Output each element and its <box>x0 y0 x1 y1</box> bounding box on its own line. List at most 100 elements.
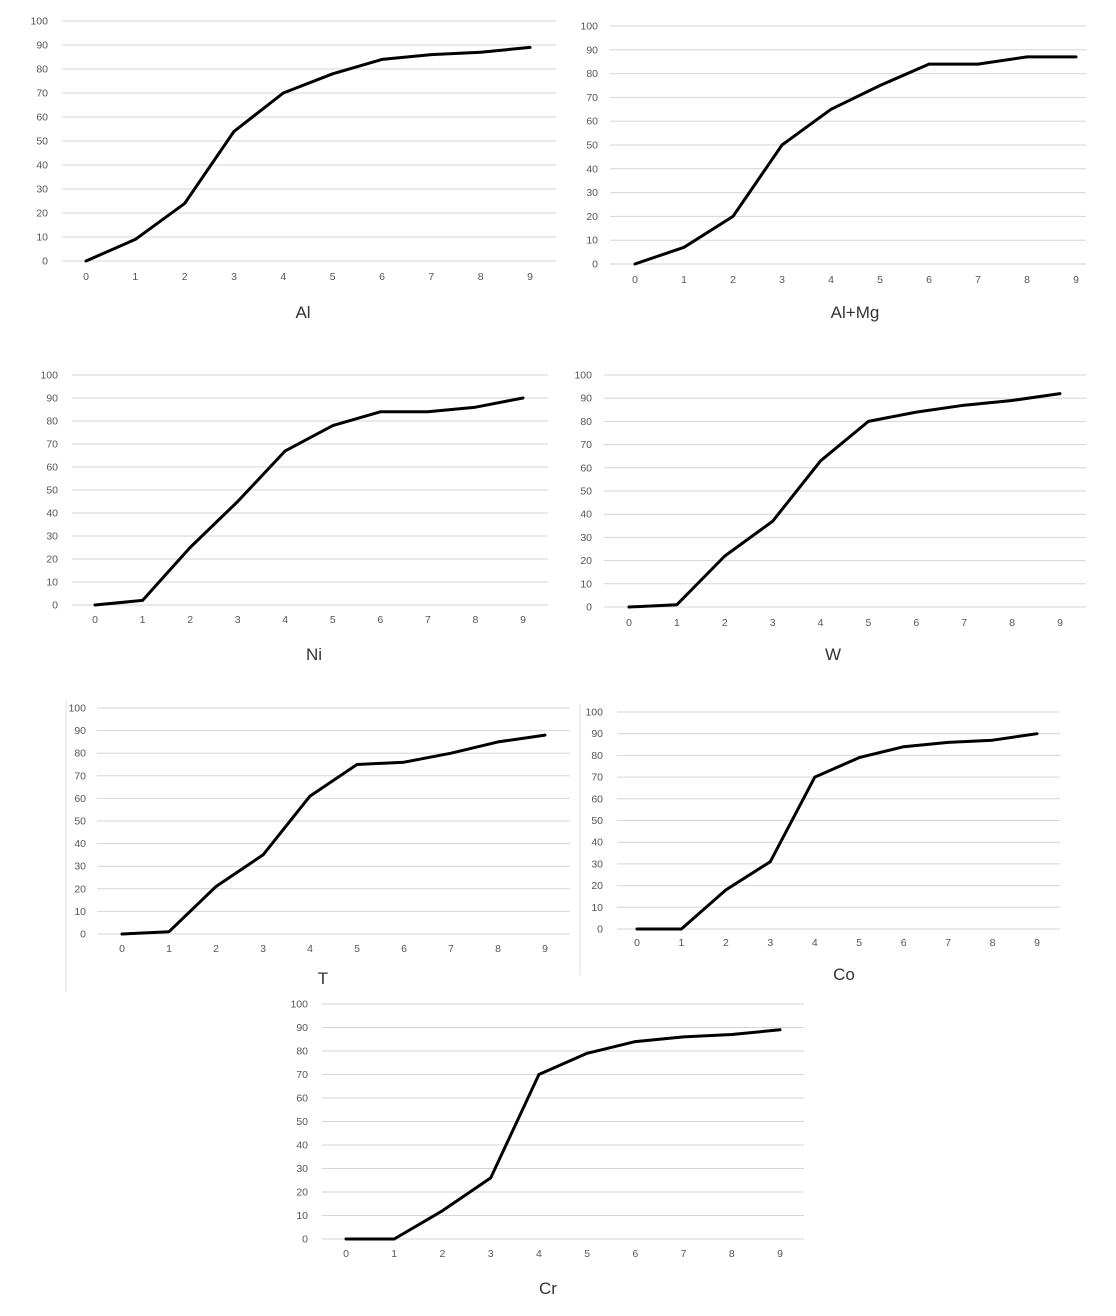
data-point <box>819 459 822 463</box>
data-point <box>430 53 433 56</box>
x-tick-label: 8 <box>478 271 484 283</box>
y-tick-label: 40 <box>580 509 592 521</box>
x-tick-label: 9 <box>1034 937 1040 949</box>
y-tick-label: 20 <box>74 883 86 895</box>
data-point <box>675 603 679 606</box>
x-tick-label: 1 <box>166 943 172 955</box>
y-tick-label: 70 <box>74 770 86 782</box>
series-line <box>635 732 1039 931</box>
x-tick-label: 6 <box>926 274 932 286</box>
y-tick-label: 0 <box>586 602 592 614</box>
y-tick-label: 10 <box>591 902 603 914</box>
y-tick-label: 50 <box>580 486 592 498</box>
x-tick-label: 4 <box>536 1248 542 1260</box>
x-tick-label: 7 <box>425 614 431 626</box>
data-point <box>84 259 88 263</box>
data-point <box>344 1237 348 1241</box>
x-tick-label: 3 <box>488 1248 494 1260</box>
x-tick-label: 8 <box>729 1248 735 1260</box>
chart-panel-co: 0 10 20 30 40 50 60 70 80 90 100 0 1 2 3 4 5 6 7 8 9 Co <box>585 707 1060 984</box>
chart-title: Cr <box>539 1279 557 1298</box>
x-tick-label: 9 <box>542 943 548 955</box>
x-tick-label: 9 <box>777 1248 783 1260</box>
data-point <box>730 1033 733 1036</box>
x-tick-label: 3 <box>231 271 237 283</box>
data-point <box>780 143 784 147</box>
x-tick-label: 7 <box>448 943 454 955</box>
x-tick-label: 9 <box>1057 617 1063 629</box>
data-point <box>991 739 994 742</box>
y-tick-label: 0 <box>597 924 603 936</box>
data-point <box>380 58 384 61</box>
y-tick-label: 10 <box>580 578 592 590</box>
y-tick-label: 100 <box>580 21 598 33</box>
data-point <box>771 519 774 523</box>
data-point <box>141 599 144 602</box>
data-point <box>489 1176 492 1180</box>
x-tick-label: 7 <box>428 271 434 283</box>
data-point <box>308 794 312 798</box>
series-line <box>93 396 525 607</box>
y-tick-label: 70 <box>586 92 598 104</box>
chart-title: Co <box>833 965 855 984</box>
data-point <box>474 406 477 409</box>
chart-panel-al: 0 10 20 30 40 50 60 70 80 90 100 0 1 2 3 4 5 6 7 8 9 Al <box>30 16 556 322</box>
data-point <box>331 72 334 76</box>
y-tick-label: 60 <box>74 793 86 805</box>
x-tick-label: 2 <box>187 614 193 626</box>
y-tick-label: 40 <box>74 838 86 850</box>
y-tick-label: 10 <box>74 906 86 918</box>
y-tick-label: 10 <box>586 235 598 247</box>
data-point <box>633 262 637 266</box>
y-tick-label: 90 <box>46 393 58 405</box>
x-tick-label: 3 <box>235 614 241 626</box>
data-point <box>634 1040 637 1043</box>
y-tick-label: 50 <box>46 485 58 497</box>
data-point <box>183 202 186 205</box>
y-tick-label: 70 <box>36 88 48 100</box>
data-point <box>585 1052 589 1055</box>
x-tick-label: 5 <box>877 274 883 286</box>
data-point <box>778 1028 782 1032</box>
data-point <box>449 752 453 755</box>
series-line <box>344 1028 782 1241</box>
chart-title: Al <box>295 303 310 322</box>
x-tick-label: 1 <box>674 617 680 629</box>
series-line <box>84 45 532 263</box>
x-tick-label: 0 <box>119 943 125 955</box>
x-tick-label: 7 <box>681 1248 687 1260</box>
data-point <box>680 927 683 931</box>
data-point <box>236 500 239 503</box>
y-tick-label: 0 <box>592 259 598 271</box>
y-tick-label: 70 <box>296 1069 308 1081</box>
chart-title: T <box>318 969 328 988</box>
y-tick-label: 100 <box>585 707 603 719</box>
data-point <box>1035 732 1039 735</box>
data-point <box>521 396 525 400</box>
chart-panel-w: 0 10 20 30 40 50 60 70 80 90 100 0 1 2 3 4 5 6 7 8 9 W <box>574 370 1086 664</box>
y-tick-label: 40 <box>586 163 598 175</box>
x-tick-label: 7 <box>945 937 951 949</box>
y-tick-label: 80 <box>580 416 592 428</box>
x-tick-label: 3 <box>770 617 776 629</box>
x-tick-label: 7 <box>975 274 981 286</box>
data-point <box>1058 392 1062 395</box>
data-point <box>393 1237 396 1241</box>
series-line <box>120 733 547 936</box>
y-tick-label: 20 <box>591 880 603 892</box>
y-tick-label: 40 <box>591 837 603 849</box>
data-point <box>120 932 124 936</box>
data-point <box>214 885 218 888</box>
y-tick-label: 30 <box>586 187 598 199</box>
x-tick-label: 0 <box>634 937 640 949</box>
y-tick-label: 10 <box>46 577 58 589</box>
y-tick-label: 50 <box>74 816 86 828</box>
data-point <box>682 1035 685 1039</box>
x-tick-label: 2 <box>440 1248 446 1260</box>
y-tick-label: 50 <box>586 140 598 152</box>
data-point <box>537 1073 541 1076</box>
data-point <box>946 741 950 744</box>
series-line <box>627 392 1062 609</box>
x-tick-label: 2 <box>213 943 219 955</box>
y-tick-label: 40 <box>36 160 48 172</box>
